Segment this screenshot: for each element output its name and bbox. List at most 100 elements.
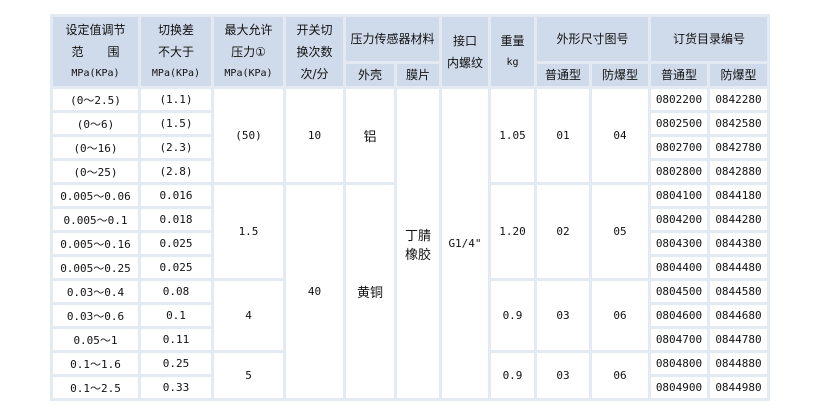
diff-cell: 0.025	[141, 233, 211, 254]
membrane-cell: 丁腈橡胶	[397, 89, 439, 398]
weight-cell: 0.9	[491, 281, 534, 350]
order-normal-cell: 0804200	[651, 209, 707, 230]
specification-table: 设定值调节范 围 MPa(KPa) 切换差 不大于 MPa(KPa) 最大允许 压力① M…	[50, 14, 770, 401]
switch-count-cell: 40	[286, 185, 343, 398]
header-membrane: 膜片	[397, 64, 439, 86]
order-normal-cell: 0804400	[651, 257, 707, 278]
table-row: 0.03～0.6 0.1 0804600 0844680	[53, 305, 767, 326]
dim-ex-cell: 06	[592, 281, 648, 350]
order-ex-cell: 0844780	[710, 329, 767, 350]
header-order-normal: 普通型	[651, 64, 707, 86]
weight-cell: 1.20	[491, 185, 534, 278]
range-cell: 0.005～0.25	[53, 257, 138, 278]
interface-cell: G1/4"	[442, 89, 488, 398]
range-cell: (0～2.5)	[53, 89, 138, 110]
dim-normal-cell: 02	[537, 185, 589, 278]
table-row: 0.005～0.06 0.016 1.5 40 黄铜 1.20 02 05 0804100 084…	[53, 185, 767, 398]
max-pressure-cell: 1.5	[214, 185, 283, 278]
order-normal-cell: 0804300	[651, 233, 707, 254]
range-cell: 0.005～0.06	[53, 185, 138, 206]
diff-cell: 0.1	[141, 305, 211, 326]
order-normal-cell: 0804700	[651, 329, 707, 350]
diff-cell: 0.11	[141, 329, 211, 350]
switch-count-cell: 10	[286, 89, 343, 182]
diff-cell: (1.5)	[141, 113, 211, 134]
header-weight: 重量 kg	[491, 17, 534, 86]
order-ex-cell: 0844180	[710, 185, 767, 206]
diff-cell: 0.08	[141, 281, 211, 302]
range-cell: 0.005～0.1	[53, 209, 138, 230]
dim-ex-cell: 06	[592, 353, 648, 398]
dim-normal-cell: 03	[537, 281, 589, 350]
table-row: 0.1～1.6 0.25 5 0.9 03 06 0804800 0844880	[53, 353, 767, 398]
order-ex-cell: 0844480	[710, 257, 767, 278]
order-normal-cell: 0802700	[651, 137, 707, 158]
table-row: (0～6) (1.5) 0802500 0842580	[53, 113, 767, 134]
max-pressure-cell: 5	[214, 353, 283, 398]
diff-cell: 0.016	[141, 185, 211, 206]
max-pressure-cell: 4	[214, 281, 283, 350]
table-row: 0.005～0.16 0.025 0804300 0844380	[53, 233, 767, 254]
range-cell: 0.005～0.16	[53, 233, 138, 254]
header-diff: 切换差 不大于 MPa(KPa)	[141, 17, 211, 86]
order-ex-cell: 0844880	[710, 353, 767, 374]
header-dimension-drawing: 外形尺寸图号	[537, 17, 648, 61]
order-normal-cell: 0804800	[651, 353, 707, 374]
table-row: 0.005～0.25 0.025 0804400 0844480	[53, 257, 767, 278]
order-ex-cell: 0844980	[710, 377, 767, 398]
header-interface: 接口 内螺纹	[442, 17, 488, 86]
weight-cell: 0.9	[491, 353, 534, 398]
weight-cell: 1.05	[491, 89, 534, 182]
range-cell: 0.1～1.6	[53, 353, 138, 374]
table-row: (0～2.5) (1.1) (50) 10 铝丁腈橡胶 G1/4" 1.05 01 04 0802…	[53, 89, 767, 398]
diff-cell: (2.3)	[141, 137, 211, 158]
order-ex-cell: 0844580	[710, 281, 767, 302]
order-normal-cell: 0802800	[651, 161, 707, 182]
order-normal-cell: 0802500	[651, 113, 707, 134]
dim-normal-cell: 01	[537, 89, 589, 182]
order-normal-cell: 0804500	[651, 281, 707, 302]
order-ex-cell: 0844680	[710, 305, 767, 326]
shell-cell: 黄铜	[346, 185, 394, 398]
table-row: (0～25) (2.8) 0802800 0842880	[53, 161, 767, 182]
order-ex-cell: 0842780	[710, 137, 767, 158]
table-row: 0.005～0.1 0.018 0804200 0844280	[53, 209, 767, 230]
diff-cell: 0.33	[141, 377, 211, 398]
header-sensor-material: 压力传感器材料	[346, 17, 439, 61]
order-normal-cell: 0804600	[651, 305, 707, 326]
dim-normal-cell: 03	[537, 353, 589, 398]
diff-cell: 0.25	[141, 353, 211, 374]
order-normal-cell: 0802200	[651, 89, 707, 110]
range-cell: 0.03～0.4	[53, 281, 138, 302]
range-cell: 0.1～2.5	[53, 377, 138, 398]
header-max-pressure: 最大允许 压力① MPa(KPa)	[214, 17, 283, 86]
range-cell: (0～16)	[53, 137, 138, 158]
range-cell: 0.05～1	[53, 329, 138, 350]
header-dim-normal: 普通型	[537, 64, 589, 86]
order-normal-cell: 0804100	[651, 185, 707, 206]
order-ex-cell: 0842880	[710, 161, 767, 182]
order-ex-cell: 0842580	[710, 113, 767, 134]
shell-cell: 铝	[346, 89, 394, 182]
range-cell: (0～6)	[53, 113, 138, 134]
order-ex-cell: 0842280	[710, 89, 767, 110]
table-row: 0.05～1 0.11 0804700 0844780	[53, 329, 767, 350]
order-ex-cell: 0844280	[710, 209, 767, 230]
order-normal-cell: 0804900	[651, 377, 707, 398]
max-pressure-cell: (50)	[214, 89, 283, 182]
header-shell: 外壳	[346, 64, 394, 86]
header-dim-ex: 防爆型	[592, 64, 648, 86]
header-range: 设定值调节范 围 MPa(KPa)	[53, 17, 138, 86]
table-row: 0.03～0.4 0.08 4 0.9 03 06 0804500 0844580	[53, 281, 767, 350]
diff-cell: 0.018	[141, 209, 211, 230]
header-order-number: 订货目录编号	[651, 17, 767, 61]
order-ex-cell: 0844380	[710, 233, 767, 254]
dim-ex-cell: 05	[592, 185, 648, 278]
diff-cell: 0.025	[141, 257, 211, 278]
diff-cell: (2.8)	[141, 161, 211, 182]
dim-ex-cell: 04	[592, 89, 648, 182]
header-order-ex: 防爆型	[710, 64, 767, 86]
range-cell: 0.03～0.6	[53, 305, 138, 326]
table-row: 0.1～2.5 0.33 0804900 0844980	[53, 377, 767, 398]
diff-cell: (1.1)	[141, 89, 211, 110]
